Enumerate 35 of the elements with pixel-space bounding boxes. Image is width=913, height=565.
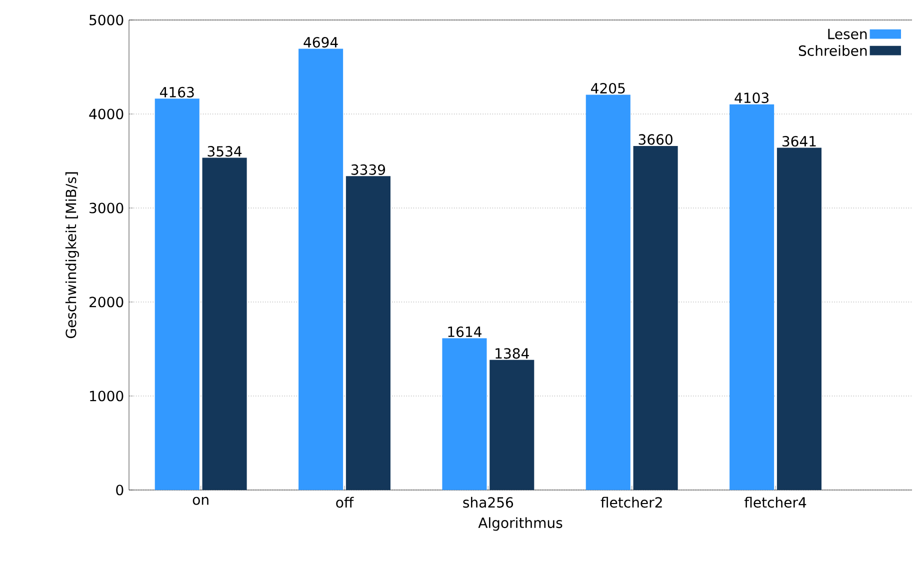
legend-label: Schreiben [798, 45, 867, 56]
data-label: 4163 [160, 86, 194, 98]
data-label: 3641 [782, 136, 816, 147]
data-label: 4103 [734, 92, 768, 104]
x-tick-label: on [192, 496, 208, 505]
x-axis-title: Algorithmus [478, 517, 562, 531]
bar [202, 158, 247, 490]
bar [298, 48, 344, 490]
data-label: 3660 [638, 134, 672, 145]
bar [633, 146, 678, 490]
bar [154, 98, 200, 490]
y-tick-label: 0 [116, 484, 124, 496]
y-tick-label: 4000 [89, 108, 124, 120]
bar [586, 94, 630, 490]
legend-label: Lesen [828, 28, 867, 40]
data-label: 1384 [496, 348, 529, 359]
y-tick-label: 2000 [90, 296, 124, 308]
y-tick-label: 1000 [90, 390, 124, 402]
data-label: 4694 [304, 36, 338, 48]
x-tick-label: sha256 [463, 496, 514, 508]
y-axis-title: Geschwindigkeit [MiB/s] [65, 172, 79, 338]
x-tick-label: fletcher4 [744, 496, 806, 508]
bar [346, 176, 390, 490]
y-tick-label: 3000 [90, 202, 124, 214]
y-tick-label: 5000 [90, 14, 124, 26]
bar [776, 148, 822, 490]
x-tick-label: fletcher2 [600, 496, 662, 508]
data-label: 1614 [448, 326, 482, 338]
x-tick-label: off [336, 496, 354, 508]
bar [442, 338, 487, 490]
bar [490, 360, 534, 490]
data-label: 4205 [591, 82, 625, 94]
data-label: 3339 [351, 164, 386, 175]
data-label: 3534 [208, 146, 242, 157]
bar [730, 104, 774, 490]
